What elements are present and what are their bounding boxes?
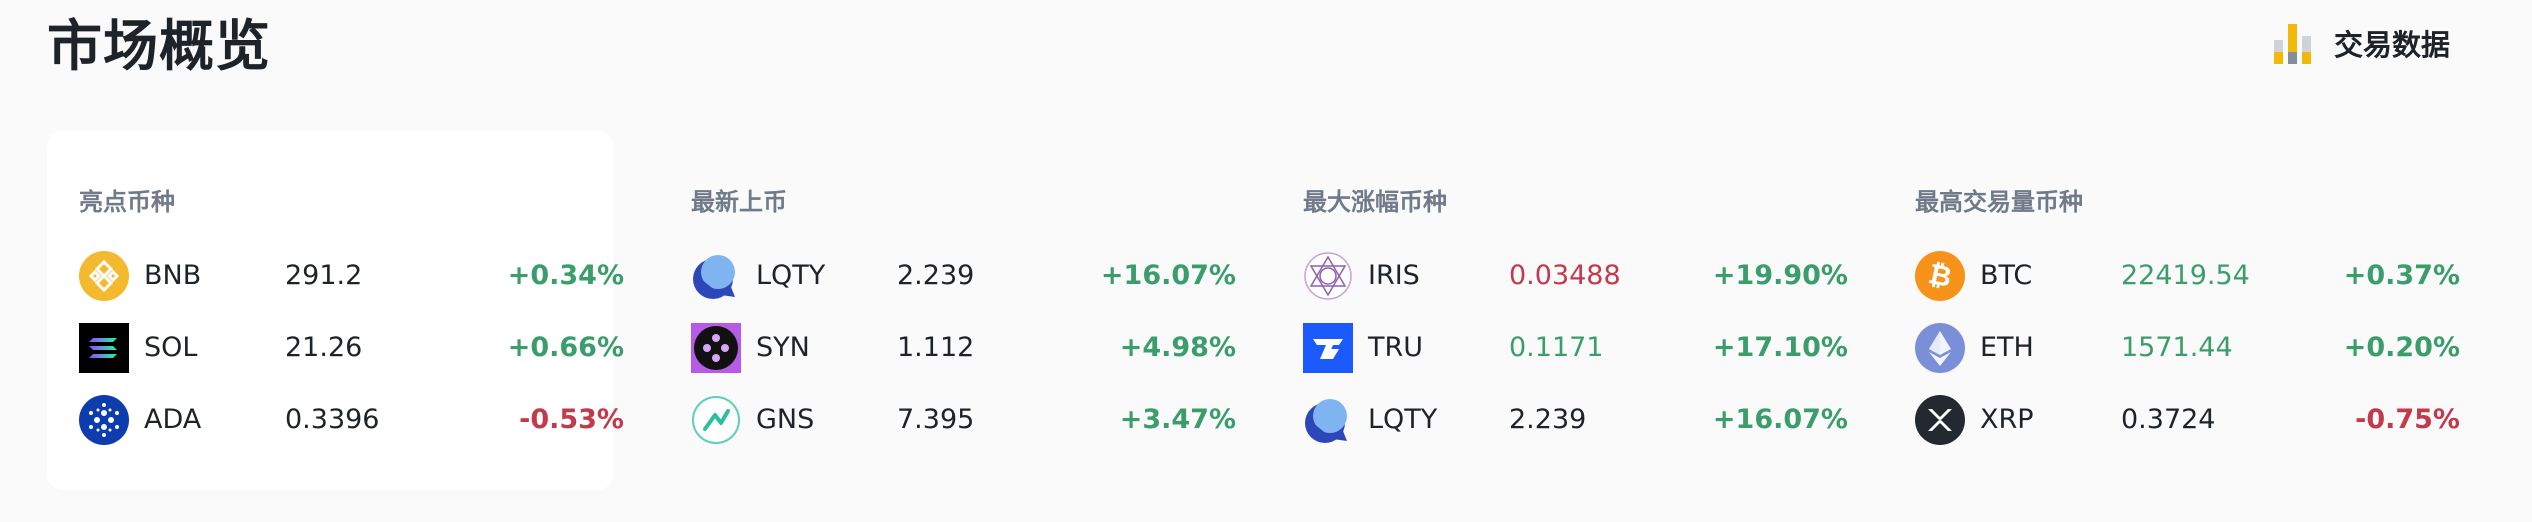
- coin-price: 7.395: [897, 404, 975, 435]
- section-new-listings: 最新上币 LQTY 2.239 +16.07% SYN 1.112: [659, 130, 1236, 490]
- coin-change: -0.75%: [2355, 404, 2460, 435]
- coin-row-lqty[interactable]: LQTY 2.239 +16.07%: [691, 248, 1236, 304]
- coin-change: +16.07%: [1100, 260, 1236, 291]
- coin-row-tru[interactable]: TRU 0.1171 +17.10%: [1303, 320, 1848, 376]
- xrp-icon: [1915, 395, 1965, 445]
- coin-price: 0.1171: [1509, 332, 1604, 363]
- section-title: 最大涨幅币种: [1303, 188, 1447, 216]
- coin-change: +3.47%: [1119, 404, 1236, 435]
- coin-symbol: BTC: [1980, 260, 2033, 291]
- bar-chart-icon: [2274, 24, 2311, 64]
- trade-data-label: 交易数据: [2334, 28, 2451, 62]
- coin-change: +0.34%: [507, 260, 624, 291]
- coin-symbol: LQTY: [1368, 404, 1438, 435]
- coin-change: +0.66%: [507, 332, 624, 363]
- lqty-icon: [693, 255, 735, 299]
- coin-symbol: SOL: [144, 332, 198, 363]
- section-top-gainers: 最大涨幅币种 IRIS 0.03488 +19.90% TRU 0.1171: [1271, 130, 1848, 490]
- sol-icon: [79, 323, 129, 373]
- section-title: 最新上币: [691, 188, 787, 216]
- coin-price: 2.239: [1509, 404, 1587, 435]
- coin-price: 0.3396: [285, 404, 380, 435]
- coin-row-bnb[interactable]: BNB 291.2 +0.34%: [79, 248, 624, 304]
- lqty-icon: [1305, 399, 1347, 443]
- coin-symbol: TRU: [1368, 332, 1424, 363]
- coin-price: 2.239: [897, 260, 975, 291]
- coin-symbol: ETH: [1980, 332, 2034, 363]
- section-title: 亮点币种: [79, 188, 175, 216]
- page-title: 市场概览: [47, 14, 272, 78]
- coin-row-ada[interactable]: ADA 0.3396 -0.53%: [79, 392, 624, 448]
- tru-icon: [1303, 323, 1353, 373]
- coin-symbol: ADA: [144, 404, 202, 435]
- syn-icon: [691, 323, 741, 373]
- coin-row-eth[interactable]: ETH 1571.44 +0.20%: [1915, 320, 2460, 376]
- coin-symbol: GNS: [756, 404, 815, 435]
- coin-change: +0.37%: [2343, 260, 2460, 291]
- coin-change: +16.07%: [1712, 404, 1848, 435]
- coin-change: +17.10%: [1712, 332, 1848, 363]
- coin-row-syn[interactable]: SYN 1.112 +4.98%: [691, 320, 1236, 376]
- section-title: 最高交易量币种: [1915, 188, 2083, 216]
- coin-row-sol[interactable]: SOL 21.26 +0.66%: [79, 320, 624, 376]
- coin-price: 0.03488: [1509, 260, 1621, 291]
- coin-price: 22419.54: [2121, 260, 2250, 291]
- section-top-volume: 最高交易量币种 ₿ BTC 22419.54 +0.37% ETH 1571.4…: [1883, 130, 2460, 490]
- coin-row-xrp[interactable]: XRP 0.3724 -0.75%: [1915, 392, 2460, 448]
- section-highlight-coins: 亮点币种 BNB 291.2 +0.34%: [47, 130, 624, 490]
- coin-price: 291.2: [285, 260, 363, 291]
- coin-row-btc[interactable]: ₿ BTC 22419.54 +0.37%: [1915, 248, 2460, 304]
- btc-icon: ₿: [1915, 251, 1965, 301]
- coin-symbol: XRP: [1980, 404, 2034, 435]
- coin-row-gns[interactable]: GNS 7.395 +3.47%: [691, 392, 1236, 448]
- coin-change: +0.20%: [2343, 332, 2460, 363]
- iris-icon: [1304, 252, 1352, 300]
- eth-icon: [1915, 323, 1965, 373]
- coin-change: +4.98%: [1119, 332, 1236, 363]
- bnb-icon: [79, 251, 129, 301]
- gns-icon: [692, 396, 740, 444]
- coin-row-iris[interactable]: IRIS 0.03488 +19.90%: [1303, 248, 1848, 304]
- coin-symbol: SYN: [756, 332, 810, 363]
- coin-price: 21.26: [285, 332, 363, 363]
- coin-symbol: IRIS: [1368, 260, 1420, 291]
- coin-price: 0.3724: [2121, 404, 2216, 435]
- coin-symbol: LQTY: [756, 260, 826, 291]
- coin-row-lqty[interactable]: LQTY 2.239 +16.07%: [1303, 392, 1848, 448]
- trade-data-link[interactable]: 交易数据: [2272, 22, 2450, 64]
- ada-icon: [79, 395, 129, 445]
- coin-price: 1571.44: [2121, 332, 2233, 363]
- coin-change: +19.90%: [1712, 260, 1848, 291]
- coin-change: -0.53%: [519, 404, 624, 435]
- coin-price: 1.112: [897, 332, 975, 363]
- coin-symbol: BNB: [144, 260, 202, 291]
